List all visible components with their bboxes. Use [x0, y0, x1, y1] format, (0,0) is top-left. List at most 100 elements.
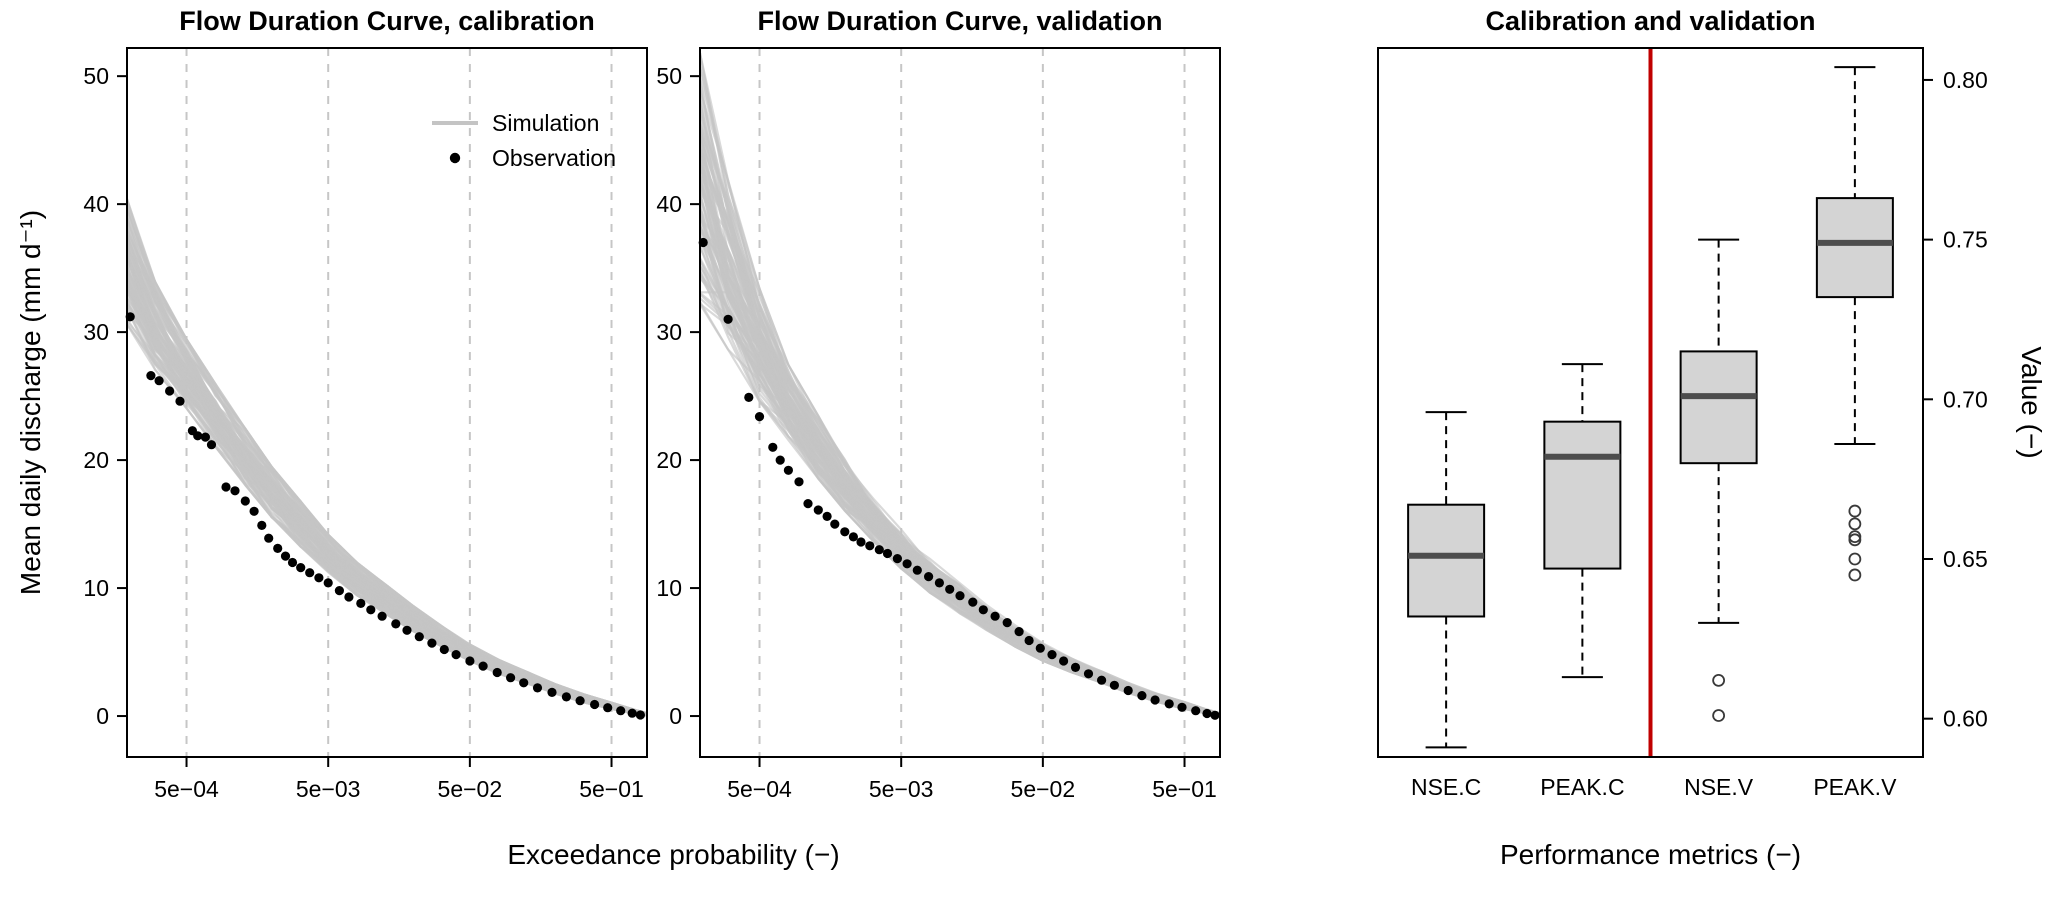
observation-point [1097, 675, 1107, 685]
category-label: PEAK.C [1540, 774, 1624, 800]
observation-point [344, 592, 354, 602]
observation-point [1059, 656, 1069, 666]
y-tick-label: 40 [656, 191, 682, 217]
observation-point [146, 371, 156, 381]
observation-point [200, 432, 210, 442]
fdc-validation-panel: 5e−04 5e−03 5e−02 5e−01 0 10 20 30 40 50 Flow Dura… [656, 6, 1221, 802]
simulation-ensemble [700, 52, 1220, 717]
observation-point [848, 532, 859, 542]
observation-point [391, 619, 401, 629]
y-axis-label-left: Mean daily discharge (mm d⁻¹) [15, 210, 46, 595]
y-tick-label: 0.80 [1943, 67, 1988, 93]
observation-point [575, 696, 585, 706]
x-tick-label: 5e−02 [438, 776, 503, 802]
category-label: PEAK.V [1813, 774, 1897, 800]
legend-point-marker [449, 152, 461, 164]
observation-point [1024, 635, 1034, 646]
x-tick-label: 5e−04 [727, 776, 792, 802]
observation-point [1210, 710, 1220, 720]
observation-point [1177, 702, 1187, 712]
observation-point [635, 710, 646, 720]
observation-point [968, 597, 978, 607]
boxplot-PEAK.V [1815, 66, 1894, 582]
observation-point [1014, 627, 1024, 637]
observation-point [305, 568, 315, 578]
observation-point [892, 554, 903, 564]
observation-point [590, 699, 600, 710]
observation-point [280, 551, 291, 561]
observation-point [296, 563, 306, 573]
observation-point [287, 557, 298, 568]
y-tick-label: 0 [669, 703, 682, 729]
x-tick-label: 5e−01 [1152, 776, 1217, 802]
y-tick-label: 0.60 [1943, 706, 1988, 732]
observation-point [519, 678, 529, 688]
observation-point [783, 465, 794, 475]
observation-point [840, 527, 850, 537]
observation-point [478, 661, 488, 671]
plot-frame [1377, 47, 1924, 758]
x-tick-label: 5e−03 [869, 776, 934, 802]
observation-point [990, 611, 1000, 621]
observation-point [366, 605, 376, 615]
observation-point [221, 482, 231, 492]
observation-point [912, 565, 922, 575]
iqr-box [1679, 350, 1758, 465]
x-tick-label: 5e−04 [154, 776, 219, 802]
observation-point [874, 545, 884, 555]
y-tick-label: 30 [83, 319, 109, 345]
observation-point [865, 541, 875, 551]
observation-point [768, 442, 778, 452]
outlier-point [1712, 673, 1726, 687]
observation-point [264, 533, 274, 543]
observation-point [955, 591, 965, 601]
y-tick-label: 10 [83, 575, 109, 601]
observation-point [506, 673, 516, 683]
observation-point [1150, 695, 1160, 705]
iqr-box [1543, 420, 1622, 570]
observation-point [1002, 618, 1012, 628]
observation-point [377, 611, 387, 621]
observation-point [1164, 699, 1174, 709]
outlier-point [1848, 517, 1862, 531]
observation-point [754, 412, 765, 422]
y-tick-label: 50 [83, 63, 109, 89]
y-tick-label: 40 [83, 191, 109, 217]
observation-point [206, 440, 217, 450]
observation-point [193, 431, 203, 441]
x-axis-label-metrics: Performance metrics (−) [1500, 839, 1801, 870]
legend-label-observation: Observation [492, 145, 616, 171]
observation-point [414, 632, 424, 642]
boxplot-NSE.V [1679, 238, 1758, 722]
observation-point [547, 687, 557, 698]
panel-title: Calibration and validation [1485, 6, 1815, 36]
panel-title: Flow Duration Curve, calibration [179, 6, 595, 36]
observation-point [1047, 650, 1057, 660]
iqr-box [1407, 503, 1486, 618]
observation-point [775, 455, 785, 465]
y-tick-label: 20 [656, 447, 682, 473]
observation-point [175, 396, 185, 406]
observation-point [1035, 643, 1045, 653]
observation-point [1123, 685, 1133, 696]
y-tick-label: 10 [656, 575, 682, 601]
boxplot-NSE.C [1407, 411, 1486, 749]
observation-point [427, 638, 437, 648]
observation-point [616, 706, 626, 716]
observation-point [723, 314, 733, 324]
observation-point [273, 543, 283, 554]
observation-point [924, 572, 934, 582]
y-tick-label: 30 [656, 319, 682, 345]
x-tick-label: 5e−01 [579, 776, 644, 802]
x-tick-label: 5e−03 [296, 776, 361, 802]
observation-point [1070, 662, 1081, 673]
outlier-point [1712, 709, 1726, 722]
observation-point [945, 584, 955, 594]
observation-points [698, 237, 1220, 720]
observation-point [803, 499, 813, 509]
observation-point [230, 486, 240, 496]
observation-point [1109, 680, 1119, 690]
observation-point [249, 506, 259, 516]
y-tick-label: 0.70 [1943, 386, 1988, 412]
